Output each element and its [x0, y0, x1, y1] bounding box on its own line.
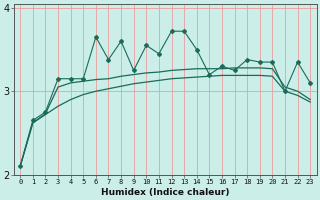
X-axis label: Humidex (Indice chaleur): Humidex (Indice chaleur) [101, 188, 229, 197]
